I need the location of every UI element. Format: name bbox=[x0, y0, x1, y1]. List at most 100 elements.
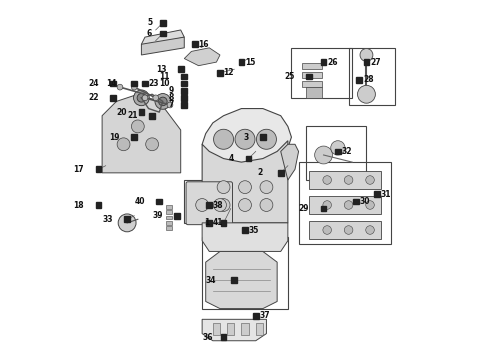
Polygon shape bbox=[231, 277, 237, 283]
Bar bbox=[298, 162, 392, 244]
Bar bbox=[167, 216, 172, 219]
Circle shape bbox=[142, 95, 148, 101]
Bar bbox=[302, 63, 322, 69]
Polygon shape bbox=[174, 213, 180, 219]
Polygon shape bbox=[281, 144, 298, 180]
Polygon shape bbox=[102, 94, 181, 173]
Text: 9: 9 bbox=[168, 86, 173, 95]
Text: 15: 15 bbox=[245, 58, 255, 67]
Text: 25: 25 bbox=[285, 72, 295, 81]
Circle shape bbox=[235, 129, 255, 149]
Polygon shape bbox=[202, 223, 288, 251]
Text: 33: 33 bbox=[102, 215, 113, 224]
Text: 31: 31 bbox=[381, 190, 391, 199]
Polygon shape bbox=[124, 216, 130, 222]
Text: 19: 19 bbox=[109, 132, 120, 141]
Circle shape bbox=[358, 85, 375, 103]
Bar bbox=[242, 323, 248, 336]
Circle shape bbox=[366, 226, 374, 234]
Text: 5: 5 bbox=[147, 18, 152, 27]
Polygon shape bbox=[156, 199, 162, 204]
Bar bbox=[167, 210, 172, 214]
Polygon shape bbox=[321, 59, 326, 65]
Polygon shape bbox=[192, 41, 198, 47]
Polygon shape bbox=[184, 48, 220, 66]
Polygon shape bbox=[181, 95, 187, 101]
Circle shape bbox=[196, 199, 209, 211]
Bar bbox=[227, 323, 234, 336]
Circle shape bbox=[134, 90, 149, 106]
Polygon shape bbox=[306, 87, 322, 98]
Polygon shape bbox=[96, 166, 101, 172]
Text: 17: 17 bbox=[74, 165, 84, 174]
Text: 1: 1 bbox=[204, 219, 209, 228]
Circle shape bbox=[260, 181, 273, 194]
Text: 27: 27 bbox=[370, 58, 381, 67]
Text: 2: 2 bbox=[258, 168, 263, 177]
Circle shape bbox=[344, 226, 353, 234]
Circle shape bbox=[217, 181, 230, 194]
Text: 41: 41 bbox=[213, 219, 223, 228]
Polygon shape bbox=[356, 77, 362, 83]
Circle shape bbox=[239, 181, 251, 194]
Polygon shape bbox=[309, 196, 381, 214]
Text: 21: 21 bbox=[127, 111, 138, 120]
Polygon shape bbox=[181, 102, 187, 108]
Polygon shape bbox=[206, 202, 212, 208]
Polygon shape bbox=[202, 319, 267, 341]
Polygon shape bbox=[110, 95, 116, 101]
Polygon shape bbox=[96, 202, 101, 208]
Text: 22: 22 bbox=[88, 93, 98, 102]
Circle shape bbox=[155, 94, 171, 109]
Text: 6: 6 bbox=[147, 29, 152, 38]
Polygon shape bbox=[160, 31, 166, 36]
Circle shape bbox=[137, 94, 146, 102]
Circle shape bbox=[131, 84, 137, 90]
Text: 4: 4 bbox=[229, 154, 234, 163]
Polygon shape bbox=[321, 206, 326, 211]
Polygon shape bbox=[181, 88, 187, 94]
Circle shape bbox=[315, 146, 333, 164]
Circle shape bbox=[323, 226, 331, 234]
Text: 30: 30 bbox=[359, 197, 370, 206]
Polygon shape bbox=[353, 199, 359, 204]
Text: 32: 32 bbox=[342, 147, 352, 156]
Text: 14: 14 bbox=[106, 79, 117, 88]
Polygon shape bbox=[364, 59, 369, 65]
Polygon shape bbox=[217, 70, 223, 76]
Text: 28: 28 bbox=[363, 76, 373, 85]
Text: 7: 7 bbox=[168, 100, 173, 109]
Text: 38: 38 bbox=[213, 201, 223, 210]
Polygon shape bbox=[202, 109, 292, 169]
Text: 18: 18 bbox=[74, 201, 84, 210]
Circle shape bbox=[344, 176, 353, 184]
Circle shape bbox=[217, 199, 230, 211]
Polygon shape bbox=[139, 109, 144, 115]
Polygon shape bbox=[260, 134, 266, 140]
Circle shape bbox=[331, 141, 345, 155]
Circle shape bbox=[344, 201, 353, 209]
Bar bbox=[306, 126, 367, 180]
Text: 13: 13 bbox=[156, 65, 167, 74]
Circle shape bbox=[117, 84, 123, 90]
Circle shape bbox=[117, 138, 130, 151]
Polygon shape bbox=[131, 134, 137, 140]
Bar bbox=[167, 221, 172, 225]
Polygon shape bbox=[309, 171, 381, 189]
Circle shape bbox=[366, 176, 374, 184]
Circle shape bbox=[131, 120, 144, 133]
Polygon shape bbox=[110, 81, 116, 86]
Polygon shape bbox=[181, 81, 187, 86]
Polygon shape bbox=[149, 113, 155, 118]
Polygon shape bbox=[142, 37, 184, 55]
Circle shape bbox=[360, 49, 373, 62]
Bar bbox=[213, 323, 220, 336]
Polygon shape bbox=[374, 192, 380, 197]
Circle shape bbox=[256, 129, 276, 149]
Bar bbox=[302, 81, 322, 87]
Circle shape bbox=[260, 199, 273, 211]
Circle shape bbox=[118, 214, 136, 232]
Text: 26: 26 bbox=[327, 58, 338, 67]
Text: 36: 36 bbox=[202, 333, 213, 342]
FancyBboxPatch shape bbox=[186, 182, 232, 225]
